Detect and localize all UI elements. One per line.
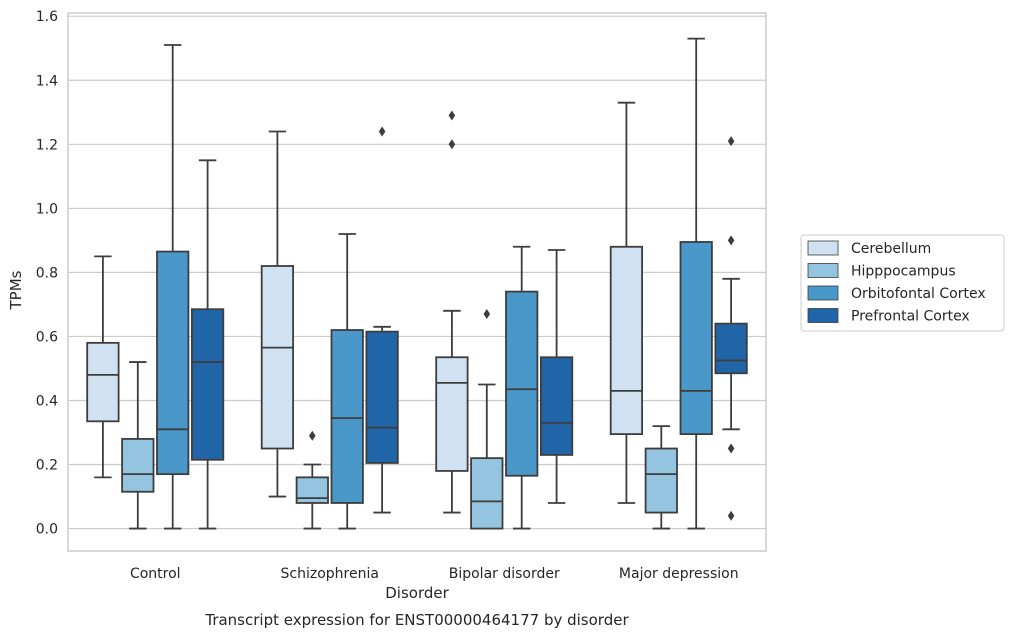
y-tick-label: 0.8 — [36, 265, 58, 281]
box-0-3 — [190, 159, 225, 530]
box-body — [505, 290, 539, 477]
y-tick-label: 1.6 — [36, 9, 58, 25]
box-1-0 — [260, 130, 295, 498]
plot-frame — [67, 12, 767, 552]
legend-swatch — [807, 285, 839, 301]
y-tick-label: 0.6 — [36, 329, 58, 345]
y-tick-label: 0.0 — [36, 522, 58, 538]
outlier-point — [309, 430, 316, 441]
box-body — [190, 308, 225, 461]
box-body — [260, 265, 295, 450]
y-tick-labels: 0.0 0.2 0.4 0.6 0.8 1.0 1.2 1.4 1.6 — [36, 9, 58, 537]
box-body — [714, 322, 748, 375]
outlier-point — [727, 235, 735, 246]
outlier-point — [448, 110, 456, 121]
box-2-1 — [470, 309, 504, 530]
box-body — [609, 245, 644, 436]
legend-swatch — [807, 308, 839, 323]
box-body — [644, 447, 678, 514]
box-1-1 — [295, 430, 329, 530]
legend-label: Hipppocampus — [851, 264, 956, 280]
outlier-point — [378, 126, 386, 137]
box-body — [121, 438, 155, 493]
outlier-point — [727, 136, 735, 147]
box-body — [435, 356, 469, 472]
box-body — [156, 250, 190, 476]
y-axis-label: TPMs — [7, 270, 25, 310]
legend-swatch — [807, 263, 839, 278]
box-1-2 — [330, 233, 364, 530]
outlier-point — [727, 510, 735, 521]
box-3-1 — [644, 425, 678, 530]
box-body — [470, 457, 504, 530]
box-3-3 — [714, 136, 748, 521]
legend-label: Orbitofontal Cortex — [851, 286, 986, 302]
outlier-point — [483, 309, 491, 320]
box-3-0 — [609, 101, 644, 504]
box-body — [539, 356, 574, 456]
legend-swatch — [807, 240, 839, 256]
box-0-2 — [156, 44, 190, 530]
box-0-1 — [121, 361, 155, 530]
y-tick-label: 1.2 — [36, 137, 58, 153]
x-tick-label: Bipolar disorder — [449, 566, 560, 582]
box-2-3 — [539, 249, 574, 504]
y-tick-label: 0.4 — [36, 393, 58, 409]
box-body — [365, 330, 399, 464]
y-tick-label: 0.2 — [36, 458, 58, 474]
box-2-0 — [435, 110, 469, 514]
box-body — [295, 476, 329, 504]
box-body — [86, 341, 120, 423]
y-tick-label: 1.0 — [36, 201, 58, 217]
x-tick-label: Control — [130, 566, 181, 582]
legend: Cerebellum Hipppocampus Orbitofontal Corte… — [800, 234, 1005, 332]
x-tick-label: Major depression — [619, 566, 739, 582]
x-tick-labels: Control Schizophrenia Bipolar disorder Majo… — [130, 566, 739, 582]
box-0-0 — [86, 255, 120, 479]
x-axis-label: Disorder — [385, 584, 449, 602]
chart-title: Transcript expression for ENST0000046417… — [204, 611, 629, 629]
y-tick-label: 1.4 — [36, 73, 58, 89]
x-tick-label: Schizophrenia — [281, 566, 379, 582]
legend-label: Prefrontal Cortex — [851, 309, 970, 325]
legend-label: Cerebellum — [851, 241, 931, 257]
box-layer — [86, 37, 748, 530]
outlier-point — [727, 443, 735, 454]
box-3-2 — [679, 37, 713, 530]
box-body — [330, 329, 364, 504]
box-body — [679, 241, 713, 436]
box-1-3 — [365, 126, 399, 514]
box-2-2 — [505, 245, 539, 530]
legend-frame — [800, 234, 1005, 332]
outlier-point — [448, 139, 456, 150]
